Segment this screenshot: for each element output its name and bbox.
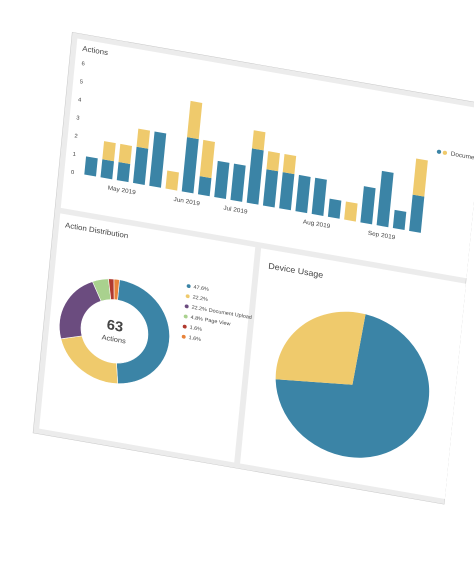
bar-segment	[181, 137, 199, 194]
bar-segment	[266, 151, 280, 172]
legend-value: 4.8%	[190, 315, 203, 323]
donut-slice	[116, 279, 170, 384]
legend-marker	[186, 284, 191, 289]
donut-slice	[113, 278, 120, 301]
legend-marker	[185, 294, 190, 299]
legend-value: 1.6%	[189, 325, 202, 333]
bar-segment	[102, 141, 116, 162]
bar-segment	[84, 156, 98, 177]
center-label: Actions	[101, 333, 126, 346]
bar-segment	[392, 209, 407, 231]
legend-marker	[184, 304, 189, 309]
legend-value: 47.6%	[193, 284, 209, 292]
center-value: 63	[106, 317, 124, 335]
y-tick-label: 0	[71, 170, 75, 176]
legend-marker	[442, 150, 448, 155]
pie-slice	[275, 314, 430, 458]
legend-value: 1.6%	[188, 335, 201, 343]
legend-marker	[436, 149, 442, 154]
distribution-card	[39, 213, 256, 463]
bar-segment	[118, 143, 133, 165]
legend-value: 22.2%	[191, 305, 207, 313]
x-tick-label: May 2019	[107, 185, 136, 197]
bar-segment	[149, 131, 167, 188]
bar-segment	[412, 158, 428, 197]
bar-segment	[327, 198, 342, 219]
bar-segment	[409, 194, 425, 233]
bar-segment	[136, 128, 151, 149]
bar-segment	[360, 186, 376, 225]
bar-segment	[100, 159, 114, 180]
legend-marker	[181, 334, 186, 339]
pie-slice	[275, 311, 366, 385]
legend-marker	[183, 314, 188, 319]
x-tick-label: Jul 2019	[223, 205, 248, 216]
bar-segment	[246, 148, 264, 205]
bar-segment	[165, 170, 179, 191]
bar-segment	[116, 162, 131, 183]
y-tick-label: 5	[79, 79, 83, 85]
bar-segment	[133, 146, 149, 185]
y-tick-label: 6	[81, 61, 85, 67]
bar-segment	[344, 201, 358, 222]
legend-label: Page View	[204, 317, 230, 327]
y-tick-label: 4	[78, 97, 83, 103]
bar-segment	[187, 100, 203, 140]
legend-marker	[182, 324, 187, 329]
bar-segment	[262, 169, 279, 208]
bar-segment	[197, 176, 212, 197]
dashboard-panel: Actions Action Distribution Device Usage…	[32, 32, 474, 505]
bar-segment	[199, 139, 215, 179]
y-tick-label: 1	[72, 152, 76, 158]
bar-segment	[230, 163, 246, 202]
bar-segment	[252, 130, 266, 151]
y-tick-label: 3	[76, 115, 80, 121]
bar-segment	[376, 170, 394, 228]
x-tick-label: Sep 2019	[368, 230, 396, 242]
bar-segment	[311, 177, 327, 216]
bar-segment	[295, 174, 311, 214]
bar-segment	[282, 154, 297, 175]
y-tick-label: 2	[74, 134, 78, 140]
bar-segment	[279, 172, 295, 211]
x-tick-label: Aug 2019	[303, 219, 331, 231]
bar-segment	[214, 160, 230, 200]
x-tick-label: Jun 2019	[173, 196, 200, 207]
legend-value: 22.2%	[192, 295, 208, 303]
